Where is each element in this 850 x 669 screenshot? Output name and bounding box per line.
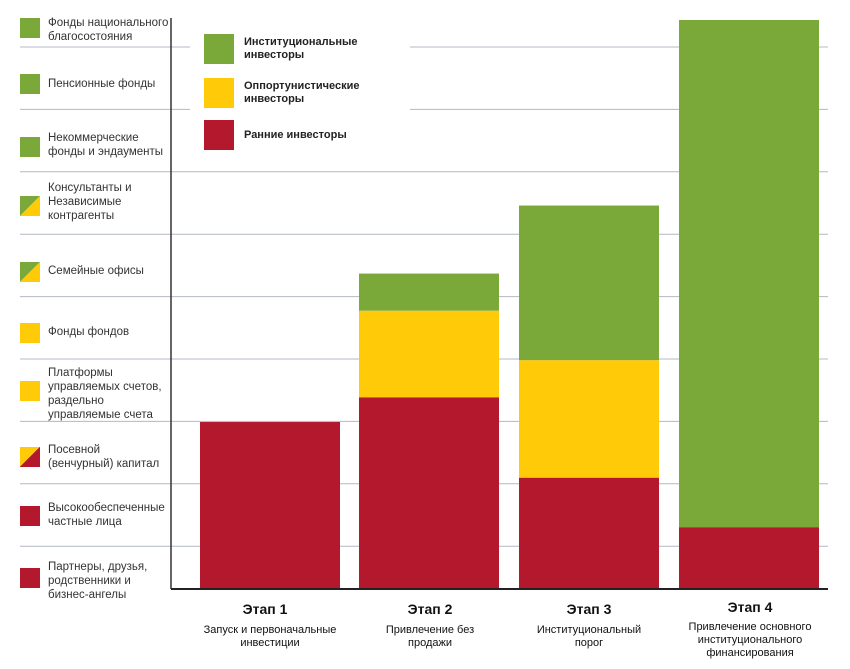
- category-label: Пенсионные фонды: [48, 78, 156, 90]
- stage-title: Этап 4: [727, 599, 773, 615]
- category-swatch: [20, 74, 40, 94]
- category-swatch: [20, 262, 40, 282]
- legend-label: Оппортунистические инвесторы: [244, 80, 360, 105]
- category-swatch: [20, 137, 40, 157]
- bar-segment: [679, 527, 819, 589]
- category-swatch: [20, 447, 40, 467]
- category-label: Посевной (венчурный) капитал: [48, 444, 160, 470]
- bar-segment: [519, 477, 659, 589]
- category-swatch: [20, 196, 40, 216]
- stage-subtitle: Запуск и первоначальные инвестиции: [203, 624, 337, 649]
- bar-segment: [679, 20, 819, 528]
- stage-subtitle: Институциональный порог: [536, 624, 642, 649]
- category-swatch: [20, 18, 40, 38]
- stage-subtitle: Привлечение без продажи: [385, 624, 475, 649]
- bar-segment: [359, 310, 499, 398]
- category-label: Консультанты и Независимые контрагенты: [48, 182, 132, 222]
- category-label: Некоммерческие фонды и эндаументы: [48, 132, 163, 158]
- category-swatch: [20, 506, 40, 526]
- bar-segment: [359, 273, 499, 311]
- bar-segment: [519, 205, 659, 361]
- legend-swatch-red: [204, 120, 234, 150]
- bar-segment: [200, 422, 340, 589]
- legend-label: Ранние инвесторы: [244, 128, 347, 141]
- stage-title: Этап 3: [566, 601, 612, 617]
- legend-swatch-green: [204, 34, 234, 64]
- legend-item-early: Ранние инвесторы: [204, 120, 404, 150]
- bar-segment: [359, 397, 499, 589]
- stage-subtitle: Привлечение основного институционального…: [688, 621, 812, 659]
- legend-item-opportunistic: Оппортунистические инвесторы: [204, 78, 404, 108]
- category-label: Фонды национального благосостояния: [48, 17, 169, 43]
- category-label: Высокообеспеченные частные лица: [48, 502, 165, 528]
- stage-title: Этап 1: [242, 601, 288, 617]
- legend-swatch-yellow: [204, 78, 234, 108]
- legend: Институциональные инвесторы Оппортунисти…: [190, 22, 410, 150]
- stage-title: Этап 2: [407, 601, 453, 617]
- category-swatch: [20, 381, 40, 401]
- category-swatch: [20, 568, 40, 588]
- category-label: Фонды фондов: [48, 326, 130, 338]
- category-label: Партнеры, друзья, родственники и бизнес-…: [48, 561, 148, 601]
- legend-label: Институциональные инвесторы: [244, 36, 358, 61]
- category-swatch: [20, 323, 40, 343]
- bar-segment: [519, 360, 659, 478]
- category-label: Семейные офисы: [48, 265, 144, 277]
- category-label: Платформы управляемых счетов, раздельно …: [48, 367, 162, 421]
- legend-item-institutional: Институциональные инвесторы: [204, 34, 404, 64]
